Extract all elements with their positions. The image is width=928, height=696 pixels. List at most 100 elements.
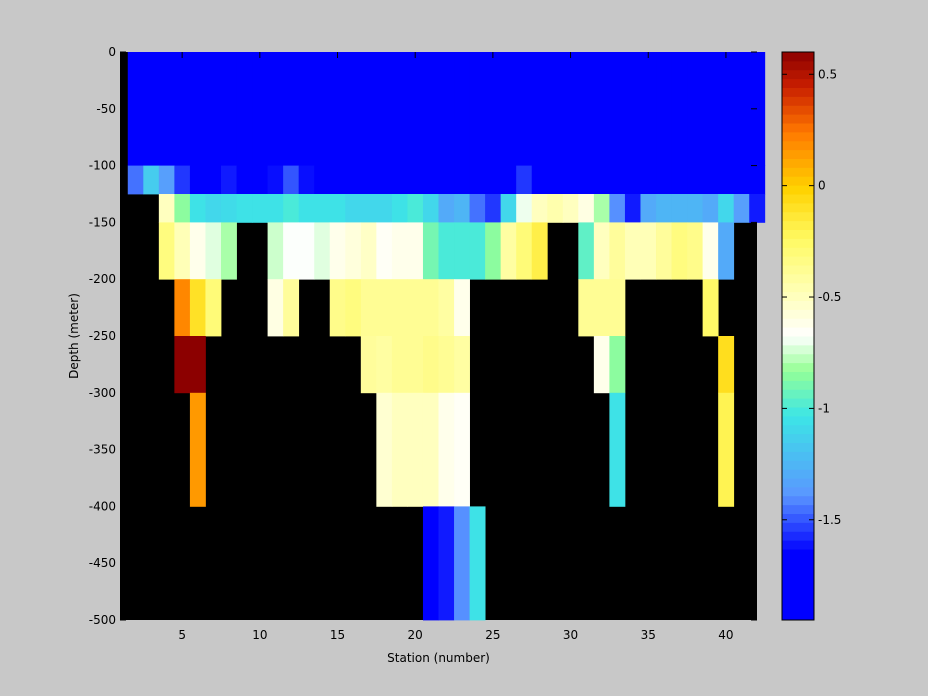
heatmap-cell — [702, 279, 719, 337]
heatmap-cell — [283, 165, 300, 195]
y-tick-label: -100 — [89, 159, 116, 173]
heatmap-cell — [220, 222, 237, 280]
heatmap-cell — [454, 52, 470, 166]
heatmap-cell — [531, 165, 548, 195]
heatmap-cell — [252, 194, 268, 223]
heatmap-cell — [189, 279, 206, 337]
heatmap-cell — [329, 52, 346, 166]
colorbar-swatch — [782, 389, 814, 399]
heatmap-cell — [578, 52, 595, 166]
heatmap-cell — [189, 52, 206, 166]
heatmap-cell — [438, 336, 455, 394]
heatmap-cell — [593, 222, 610, 280]
colorbar-swatch — [782, 247, 814, 257]
colorbar-swatch — [782, 557, 814, 568]
colorbar-swatch — [782, 300, 814, 310]
colorbar-swatch — [782, 185, 814, 195]
colorbar-swatch — [782, 176, 814, 186]
heatmap-cell — [687, 194, 704, 223]
colorbar-swatch — [782, 531, 814, 541]
colorbar-border — [781, 51, 815, 621]
heatmap-cells — [127, 52, 766, 621]
colorbar-swatch — [782, 575, 814, 585]
heatmap-cell — [469, 222, 486, 280]
y-axis-label: Depth (meter) — [67, 293, 81, 379]
heatmap-cell — [422, 336, 439, 394]
colorbar-swatch — [782, 318, 814, 328]
heatmap-cell — [158, 222, 175, 280]
heatmap-cell — [267, 279, 284, 337]
heatmap-cell — [205, 279, 222, 337]
heatmap-cell — [376, 279, 393, 337]
heatmap-cell — [469, 52, 486, 166]
heatmap-cell — [640, 222, 657, 280]
colorbar-swatch — [782, 78, 814, 88]
heatmap-cell — [733, 52, 750, 166]
colorbar-swatch — [782, 265, 814, 275]
heatmap-cell — [314, 165, 331, 195]
colorbar-swatch — [782, 131, 814, 142]
heatmap-cell — [733, 194, 750, 223]
heatmap-cell — [189, 336, 206, 394]
heatmap-cell — [640, 52, 657, 166]
heatmap-cell — [236, 165, 253, 195]
heatmap-cell — [438, 52, 455, 166]
x-tick-label: 5 — [178, 628, 186, 642]
heatmap-cell — [609, 392, 626, 507]
heatmap-cell — [127, 165, 144, 195]
heatmap-cell — [454, 506, 470, 621]
heatmap-cell — [267, 165, 284, 195]
heatmap-cell — [578, 222, 595, 280]
colorbar-swatch — [782, 149, 814, 159]
heatmap-cell — [500, 222, 517, 280]
heatmap-cell — [702, 165, 719, 195]
colorbar-tick-label: -1.5 — [818, 513, 841, 527]
heatmap-cell — [733, 165, 750, 195]
heatmap-cell — [283, 279, 300, 337]
heatmap-cell — [671, 165, 688, 195]
heatmap-cell — [236, 194, 253, 223]
heatmap-cell — [391, 165, 408, 195]
y-tick-label: -50 — [96, 102, 116, 116]
heatmap-cell — [718, 165, 735, 195]
colorbar-swatch — [782, 469, 814, 479]
heatmap-cell — [236, 52, 253, 166]
colorbar-swatch — [782, 238, 814, 248]
heatmap-cell — [578, 194, 595, 223]
colorbar-swatch — [782, 611, 814, 621]
heatmap-cell — [345, 52, 362, 166]
heatmap-cell — [624, 194, 641, 223]
heatmap-cell — [547, 165, 564, 195]
colorbar-swatch — [782, 407, 814, 417]
heatmap-cell — [376, 222, 393, 280]
heatmap-cell — [376, 336, 393, 394]
heatmap-cell — [656, 52, 672, 166]
heatmap-cell — [407, 279, 424, 337]
heatmap-cell — [687, 222, 704, 280]
heatmap-cell — [438, 165, 455, 195]
heatmap-cell — [578, 279, 595, 337]
x-tick-label: 35 — [641, 628, 656, 642]
colorbar-swatch — [782, 362, 814, 372]
colorbar-swatch — [782, 486, 814, 497]
colorbar-swatch — [782, 256, 814, 266]
heatmap-cell — [485, 194, 502, 223]
heatmap-cell — [127, 52, 144, 166]
heatmap-cell — [702, 52, 719, 166]
heatmap-cell — [656, 165, 672, 195]
heatmap-cell — [718, 336, 735, 394]
heatmap-cell — [407, 222, 424, 280]
heatmap-cell — [656, 194, 672, 223]
colorbar-swatch — [782, 309, 814, 319]
heatmap-cell — [391, 279, 408, 337]
heatmap-cell — [174, 194, 191, 223]
heatmap-cell — [687, 52, 704, 166]
x-axis-ticks: 5 10 15 20 25 30 35 40 — [178, 52, 734, 642]
colorbar-swatch — [782, 504, 814, 514]
heatmap-cell — [267, 52, 284, 166]
colorbar-swatch — [782, 380, 814, 390]
heatmap-cell — [702, 194, 719, 223]
y-tick-label: -400 — [89, 499, 116, 513]
heatmap-cell — [609, 336, 626, 394]
colorbar-swatch — [782, 593, 814, 603]
